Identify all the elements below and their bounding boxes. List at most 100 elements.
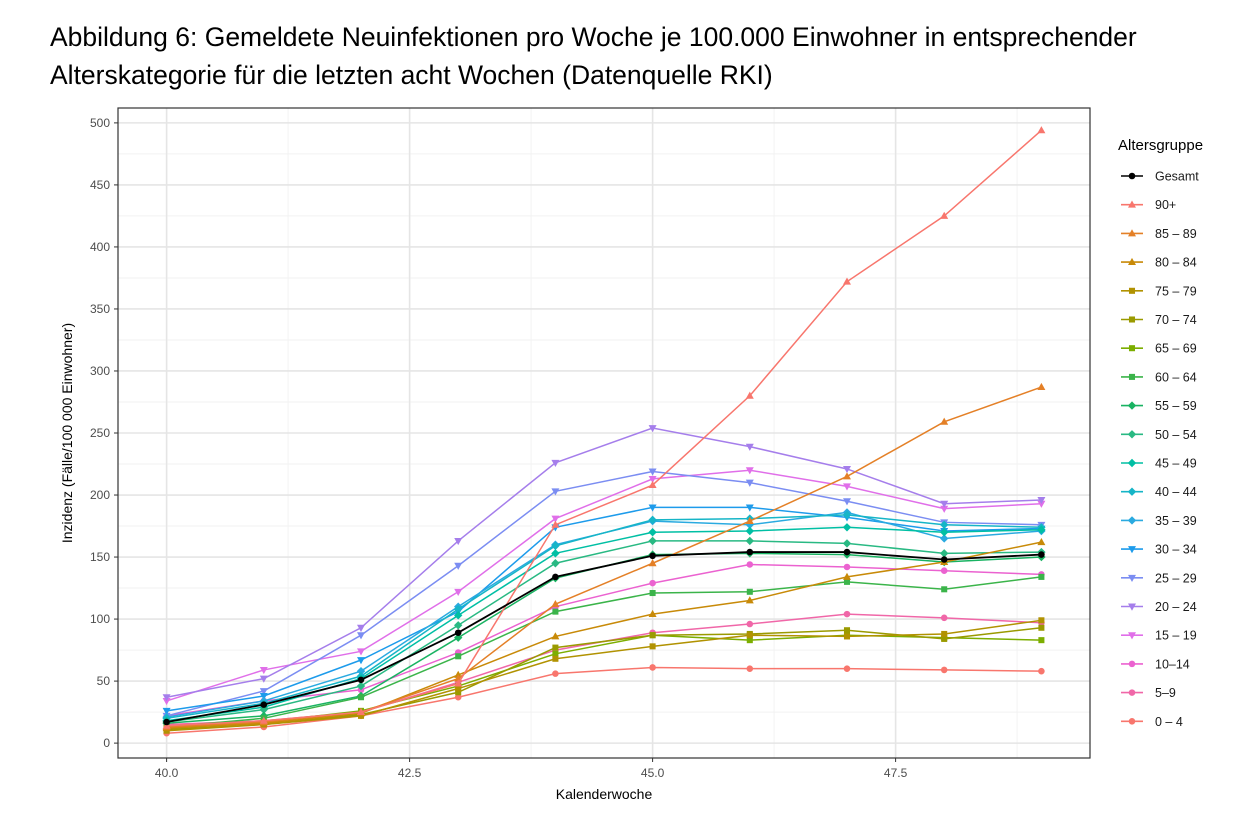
data-point <box>940 556 948 563</box>
legend-key-marker <box>1128 200 1136 208</box>
series-group <box>162 126 1046 737</box>
data-point <box>843 472 851 480</box>
data-point <box>356 666 366 676</box>
y-tick-label: 100 <box>90 612 110 626</box>
data-point <box>745 520 754 529</box>
data-point <box>1037 382 1046 391</box>
data-point <box>454 604 463 614</box>
data-point <box>843 610 851 618</box>
data-point <box>843 563 851 571</box>
data-point <box>842 510 852 520</box>
data-point <box>940 666 948 674</box>
y-tick-label: 300 <box>90 364 110 378</box>
legend-label: 25 – 29 <box>1155 571 1197 585</box>
data-point <box>648 504 657 512</box>
legend-title: Altersgruppe <box>1118 137 1203 154</box>
data-point <box>551 541 560 551</box>
legend-key-marker <box>1127 458 1137 468</box>
data-point <box>259 705 268 714</box>
series-gesamt <box>163 548 1045 726</box>
data-point <box>648 475 657 484</box>
data-point <box>745 479 754 487</box>
data-point <box>1037 525 1046 534</box>
data-point <box>357 657 365 665</box>
legend-label: 70 – 74 <box>1155 313 1197 327</box>
data-point <box>1038 573 1045 580</box>
data-point <box>259 666 268 675</box>
legend-item: 60 – 64 <box>1121 370 1197 384</box>
data-point <box>1037 537 1046 546</box>
data-point <box>648 536 657 546</box>
legend-label: 65 – 69 <box>1155 342 1197 356</box>
data-point <box>454 679 463 687</box>
data-point <box>552 670 559 677</box>
data-point <box>941 635 948 642</box>
data-point <box>1037 500 1046 508</box>
data-point <box>843 578 851 585</box>
series-line <box>166 470 1042 717</box>
data-point <box>648 559 657 567</box>
data-point <box>454 588 463 596</box>
legend-key-marker <box>1127 516 1137 525</box>
series-15-19 <box>162 467 1046 706</box>
legend-item: 25 – 29 <box>1121 571 1197 585</box>
data-point <box>745 536 754 546</box>
y-axis-title: Inzidenz (Fälle/100 000 Einwohner) <box>59 323 75 543</box>
y-tick-label: 250 <box>90 426 110 440</box>
legend-label: 35 – 39 <box>1155 514 1197 528</box>
data-point <box>843 548 851 556</box>
legend-label: 45 – 49 <box>1155 457 1197 471</box>
legend-item: 50 – 54 <box>1121 428 1197 442</box>
y-tick-label: 0 <box>103 736 110 750</box>
data-point <box>551 520 560 528</box>
data-point <box>745 504 754 512</box>
legend-key-marker <box>1128 229 1136 237</box>
legend-key-marker <box>1128 689 1136 696</box>
data-point <box>648 515 657 525</box>
x-axis-title: Kalenderwoche <box>556 786 653 802</box>
legend-key-marker <box>1128 287 1136 294</box>
data-point <box>746 632 753 639</box>
data-point <box>842 539 852 548</box>
data-point <box>940 534 949 543</box>
series-line <box>166 619 1042 732</box>
data-point <box>1038 617 1045 624</box>
legend-key-marker <box>1128 632 1136 640</box>
data-point <box>648 528 657 537</box>
data-point <box>162 707 171 716</box>
data-point <box>552 573 559 581</box>
legend-item: 10–14 <box>1121 657 1190 671</box>
data-point <box>163 718 170 726</box>
data-point <box>940 567 948 574</box>
legend-item: 75 – 79 <box>1121 284 1197 298</box>
legend-label: 90+ <box>1155 198 1176 212</box>
legend-label: 10–14 <box>1155 657 1190 671</box>
data-point <box>843 277 851 285</box>
data-point <box>940 520 949 529</box>
data-point <box>746 665 754 672</box>
legend-label: 75 – 79 <box>1155 284 1197 298</box>
legend-item: 90+ <box>1121 198 1176 212</box>
data-point <box>843 627 851 634</box>
data-point <box>551 559 560 568</box>
data-point <box>940 549 949 558</box>
legend-label: 55 – 59 <box>1155 399 1197 413</box>
legend-label: 5–9 <box>1155 686 1176 700</box>
data-point <box>941 630 948 637</box>
legend-item: 40 – 44 <box>1121 485 1197 499</box>
data-point <box>1037 126 1046 134</box>
data-point <box>454 611 463 620</box>
legend-label: 15 – 19 <box>1155 629 1197 643</box>
legend-item: 80 – 84 <box>1121 256 1197 270</box>
x-tick-label: 45.0 <box>641 766 665 780</box>
data-point <box>1038 637 1045 644</box>
data-point <box>455 689 462 696</box>
series-line <box>166 551 1042 723</box>
y-tick-label: 350 <box>90 302 110 316</box>
data-point <box>940 211 949 219</box>
legend-key-marker <box>1127 401 1137 410</box>
data-point <box>454 537 463 546</box>
data-point <box>649 632 656 639</box>
data-point <box>454 629 462 636</box>
